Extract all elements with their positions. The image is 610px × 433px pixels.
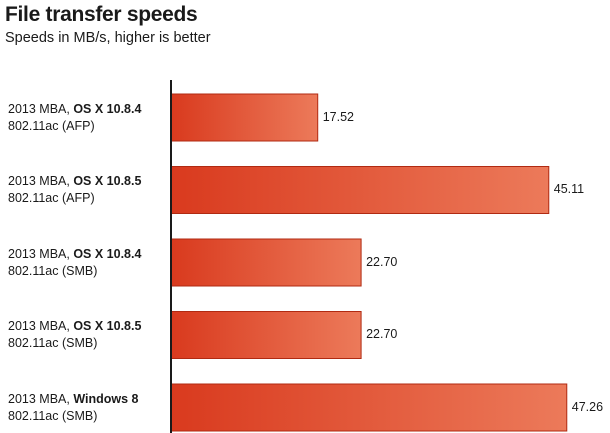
category-label-os: Windows 8 [73,391,139,406]
category-label-line1: 2013 MBA, OS X 10.8.5 [8,318,168,335]
bar-1 [170,166,550,214]
category-label-prefix: 2013 MBA, [8,391,74,406]
bar-0 [170,93,319,142]
category-label-0: 2013 MBA, OS X 10.8.4 802.11ac (AFP) [8,101,168,135]
category-label-prefix: 2013 MBA, [8,101,74,116]
bar-2 [170,238,362,287]
value-label-0: 17.52 [322,109,354,124]
category-label-prefix: 2013 MBA, [8,246,74,261]
category-label-2: 2013 MBA, OS X 10.8.4 802.11ac (SMB) [8,246,168,280]
bar-3 [170,311,362,359]
category-label-line1: 2013 MBA, OS X 10.8.4 [8,246,168,263]
category-label-line1: 2013 MBA, OS X 10.8.5 [8,173,168,190]
category-label-os: OS X 10.8.5 [73,319,142,333]
category-label-line2: 802.11ac (AFP) [8,118,95,133]
category-label-3: 2013 MBA, OS X 10.8.5 802.11ac (SMB) [8,318,168,352]
category-label-4: 2013 MBA, Windows 8 802.11ac (SMB) [8,391,168,425]
category-label-line2: 802.11ac (SMB) [8,336,98,350]
category-label-os: OS X 10.8.4 [73,246,142,261]
category-label-line1: 2013 MBA, Windows 8 [8,391,168,408]
category-label-line1: 2013 MBA, OS X 10.8.4 [8,101,168,118]
chart-subtitle: Speeds in MB/s, higher is better [5,30,211,46]
value-label-1: 45.11 [553,182,585,196]
category-label-1: 2013 MBA, OS X 10.8.5 802.11ac (AFP) [8,173,168,207]
value-label-3: 22.70 [366,327,398,341]
category-label-line2: 802.11ac (SMB) [8,408,98,423]
category-label-line2: 802.11ac (SMB) [8,263,98,278]
chart-title: File transfer speeds [5,3,198,26]
category-label-prefix: 2013 MBA, [8,174,74,188]
bar-4 [170,383,568,432]
value-label-2: 22.70 [366,254,398,269]
category-label-line2: 802.11ac (AFP) [8,191,95,205]
category-label-prefix: 2013 MBA, [8,319,74,333]
category-label-os: OS X 10.8.4 [73,101,142,116]
bars-group [170,93,568,432]
category-label-os: OS X 10.8.5 [73,174,142,188]
value-label-4: 47.26 [571,399,604,414]
